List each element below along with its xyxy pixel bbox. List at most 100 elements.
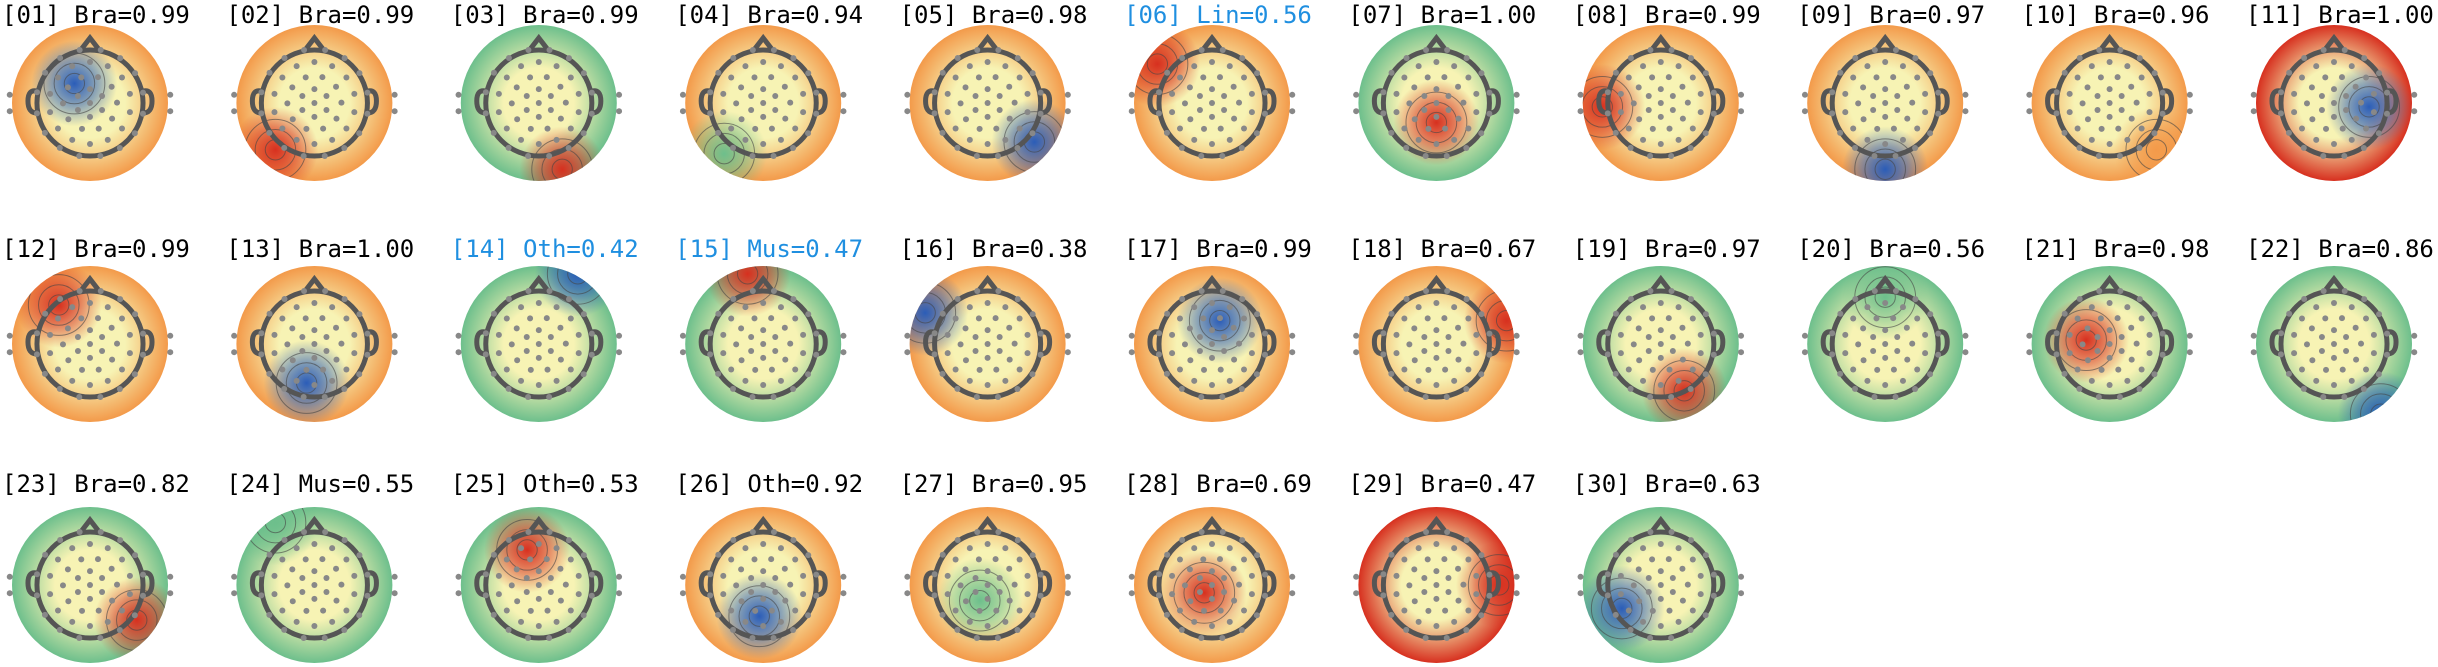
- electrode: [527, 366, 534, 373]
- component-label: [26] Oth=0.92: [675, 470, 863, 498]
- electrode: [2146, 109, 2153, 116]
- electrode: [931, 330, 938, 337]
- electrode: [2331, 327, 2337, 334]
- electrode: [1442, 366, 1449, 373]
- electrode: [800, 591, 807, 598]
- electrode: [1445, 106, 1452, 113]
- electrode: [760, 568, 767, 575]
- electrode: [1630, 100, 1637, 107]
- electrode: [1421, 347, 1428, 354]
- electrode: [1401, 125, 1408, 132]
- electrode: [343, 556, 350, 563]
- electrode: [781, 83, 788, 90]
- electrode: [1261, 110, 1268, 117]
- electrode: [1388, 69, 1395, 76]
- electrode: [2136, 55, 2143, 62]
- electrode: [1353, 349, 1360, 356]
- electrode: [580, 371, 587, 378]
- electrode: [69, 377, 76, 384]
- electrode: [1014, 386, 1021, 393]
- electrode: [1014, 537, 1021, 544]
- contour: [748, 605, 770, 627]
- electrode: [1226, 63, 1233, 70]
- electrode: [1221, 575, 1228, 582]
- electrode: [575, 90, 582, 97]
- electrode: [1666, 366, 1673, 373]
- electrode: [792, 125, 799, 132]
- electrode: [1465, 125, 1472, 132]
- electrode: [1890, 125, 1897, 132]
- electrode: [87, 341, 93, 347]
- electrode: [1006, 356, 1013, 363]
- electrode: [279, 607, 286, 614]
- electrode: [2094, 347, 2101, 354]
- electrode: [770, 153, 777, 160]
- electrode: [1239, 537, 1246, 544]
- ear-left: [249, 88, 262, 116]
- electrode: [707, 89, 714, 96]
- electrode: [503, 607, 510, 614]
- head-outline: [932, 288, 1044, 400]
- electrode: [2088, 136, 2095, 143]
- electrode: [975, 74, 982, 81]
- electrode: [742, 545, 749, 552]
- electrode: [728, 607, 735, 614]
- electrode: [351, 90, 358, 97]
- electrode: [1403, 144, 1410, 151]
- electrode: [503, 74, 510, 81]
- electrode: [2084, 116, 2091, 123]
- electrode: [1513, 573, 1520, 580]
- ear-left: [698, 329, 711, 357]
- topomap: [14] Oth=0.42: [451, 235, 639, 422]
- electrode: [976, 607, 983, 614]
- electrode: [575, 572, 582, 579]
- electrode: [1191, 377, 1198, 384]
- electrode: [1441, 556, 1448, 563]
- ear-left: [1147, 329, 1160, 357]
- electrode: [2117, 47, 2124, 54]
- electrode: [2094, 106, 2101, 113]
- electrode: [1612, 551, 1619, 558]
- electrode: [1209, 381, 1215, 388]
- electrode: [132, 552, 139, 559]
- electrode: [1478, 130, 1485, 137]
- electrode: [984, 341, 991, 347]
- electrode: [341, 145, 348, 152]
- electrode: [1388, 370, 1395, 377]
- electrode: [119, 125, 126, 132]
- electrode: [790, 55, 797, 62]
- electrode: [523, 588, 530, 595]
- electrode: [543, 315, 550, 322]
- ear-right: [591, 329, 604, 357]
- ear-left: [698, 88, 711, 116]
- electrode: [1016, 556, 1023, 563]
- electrode: [1415, 377, 1422, 384]
- electrode: [1411, 598, 1418, 605]
- electrode: [547, 93, 554, 100]
- electrode: [1176, 125, 1183, 132]
- electrode: [2053, 89, 2060, 96]
- electrode: [1455, 356, 1462, 363]
- electrode: [939, 310, 946, 317]
- electrode: [116, 386, 123, 393]
- electrode: [1433, 327, 1440, 334]
- electrode: [535, 541, 542, 548]
- electrode: [1870, 334, 1877, 341]
- electrode: [2138, 74, 2145, 81]
- electrode: [1230, 83, 1237, 90]
- contour: [1209, 309, 1231, 332]
- electrode: [311, 622, 318, 629]
- electrode: [1617, 90, 1624, 97]
- electrode: [1860, 325, 1867, 332]
- ear-right: [1264, 570, 1277, 598]
- contour: [38, 284, 80, 326]
- electrode: [768, 607, 775, 614]
- electrode: [54, 315, 61, 322]
- electrode: [2250, 332, 2257, 339]
- electrode: [41, 129, 48, 136]
- electrode: [2066, 331, 2073, 338]
- electrode: [1261, 351, 1268, 358]
- electrode: [1473, 90, 1480, 97]
- ear-right: [1713, 570, 1726, 598]
- electrode: [1221, 347, 1228, 354]
